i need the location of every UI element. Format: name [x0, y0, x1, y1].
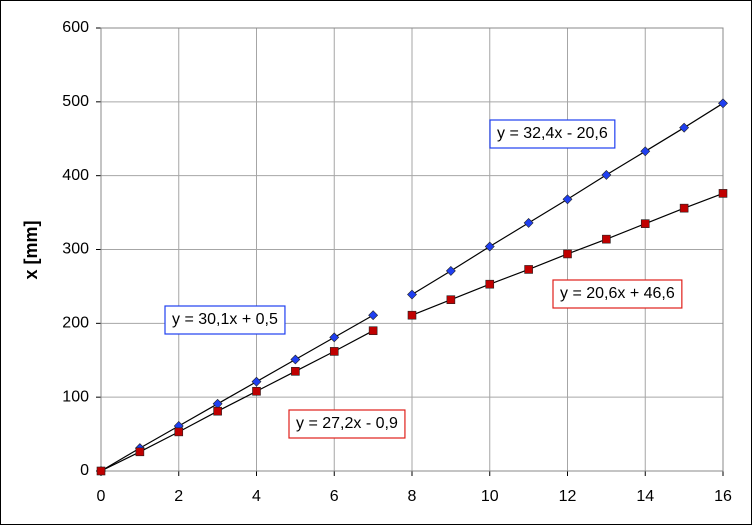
annotation-box [288, 409, 406, 439]
marker [135, 447, 145, 457]
marker [251, 376, 262, 387]
marker [563, 249, 572, 259]
series-line [100, 330, 374, 472]
annotation: y = 30,1x + 0,5 [172, 311, 278, 328]
marker [329, 332, 340, 343]
y-tick-label: 100 [62, 388, 89, 405]
y-tick-label: 400 [62, 167, 89, 184]
annotation: y = 32,4x - 20,6 [497, 125, 608, 142]
x-tick-label: 6 [330, 488, 339, 505]
annotation-box [164, 305, 286, 335]
marker [368, 310, 379, 321]
x-tick-label: 8 [408, 488, 417, 505]
marker [174, 427, 184, 437]
marker [445, 265, 456, 276]
x-tick-label: 14 [636, 488, 654, 505]
plot-area [100, 27, 724, 472]
marker [718, 98, 728, 109]
marker [601, 170, 612, 180]
marker [407, 289, 417, 300]
annotation-box [552, 279, 683, 309]
marker [368, 326, 378, 336]
annotation: y = 27,2x - 0,9 [296, 415, 398, 432]
marker [96, 466, 106, 476]
marker [524, 265, 533, 274]
annotation-box [489, 119, 616, 149]
marker [407, 310, 417, 320]
marker [602, 234, 611, 244]
y-tick-label: 0 [80, 462, 89, 479]
x-tick-label: 12 [559, 488, 577, 505]
x-tick-label: 2 [174, 488, 183, 505]
marker [640, 219, 650, 228]
marker [640, 146, 651, 157]
x-tick-label: 0 [97, 488, 106, 505]
y-tick-label: 600 [62, 19, 89, 36]
x-tick-label: 10 [481, 488, 499, 505]
annotation: y = 20,6x + 46,6 [560, 285, 675, 302]
y-tick-label: 200 [62, 315, 89, 332]
x-tick-label: 4 [252, 488, 261, 505]
marker [485, 279, 495, 289]
marker [562, 194, 573, 205]
marker [679, 203, 689, 213]
y-tick-label: 300 [62, 241, 89, 258]
marker [290, 354, 301, 365]
marker [213, 406, 222, 416]
y-tick-label: 500 [62, 93, 89, 110]
marker [679, 122, 690, 133]
marker [718, 189, 728, 198]
x-tick-label: 16 [714, 488, 732, 505]
marker [252, 386, 261, 396]
marker [291, 367, 300, 376]
marker [484, 241, 495, 252]
marker [523, 217, 534, 228]
series-line [100, 314, 374, 472]
y-axis-label: x [mm] [21, 220, 41, 279]
marker [329, 347, 339, 356]
marker [446, 295, 456, 305]
